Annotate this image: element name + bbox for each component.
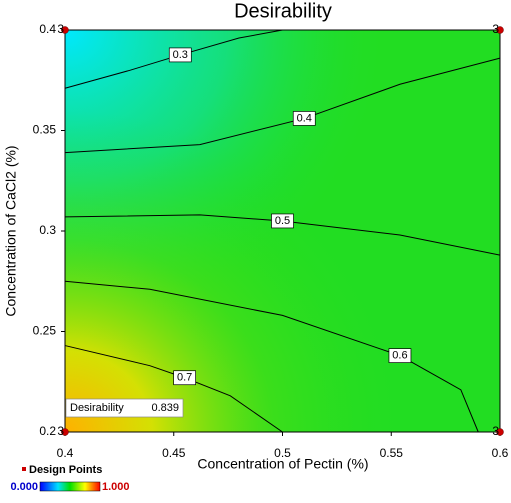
legend-label: Design Points <box>29 464 102 476</box>
annotation-value: 0.839 <box>151 402 179 414</box>
colorbar-min-label: 0.000 <box>10 481 38 493</box>
colorbar-max-label: 1.000 <box>102 481 130 493</box>
y-axis-label: Concentration of CaCl2 (%) <box>3 145 19 316</box>
design-point <box>496 428 504 436</box>
contour-label-box <box>388 348 412 363</box>
contour-label: 0.6 <box>392 350 407 362</box>
contour-label: 0.7 <box>177 372 192 384</box>
x-tick-label: 0.45 <box>162 446 186 460</box>
contour-label-box <box>173 370 196 386</box>
design-point-count: 3 <box>492 424 499 438</box>
design-point-count: 3 <box>492 22 499 36</box>
contour-label-box <box>271 213 294 229</box>
x-tick-label: 0.5 <box>274 446 291 460</box>
annotation-box <box>65 398 184 418</box>
chart-title: Desirability <box>234 0 332 22</box>
design-point-count: 3 <box>57 22 64 36</box>
x-tick-label: 0.6 <box>492 446 509 460</box>
contour-label: 0.3 <box>173 49 188 61</box>
design-point-count: 3 <box>57 424 64 438</box>
y-tick-label: 0.35 <box>33 123 57 137</box>
contour-label: 0.4 <box>297 112 312 124</box>
annotation-label: Desirability <box>70 402 124 414</box>
contour-line <box>64 280 479 433</box>
y-tick-label: 0.3 <box>39 223 56 237</box>
legend-swatch <box>22 467 26 471</box>
contour-label-box <box>292 111 316 126</box>
x-tick-label: 0.4 <box>57 446 74 460</box>
plot-fill <box>64 29 501 433</box>
y-tick-label: 0.25 <box>33 324 57 338</box>
y-tick-label: 0.2 <box>39 424 56 438</box>
y-tick-label: 0.4 <box>39 22 56 36</box>
design-point <box>61 26 69 34</box>
colorbar <box>39 481 101 492</box>
contour-label-box <box>168 47 192 63</box>
design-point <box>496 26 504 34</box>
design-point <box>61 428 69 436</box>
x-axis-label: Concentration of Pectin (%) <box>197 456 368 472</box>
x-tick-label: 0.55 <box>380 446 404 460</box>
contour-label: 0.5 <box>275 215 290 227</box>
annotation: Desirability 0.839 <box>65 398 184 418</box>
